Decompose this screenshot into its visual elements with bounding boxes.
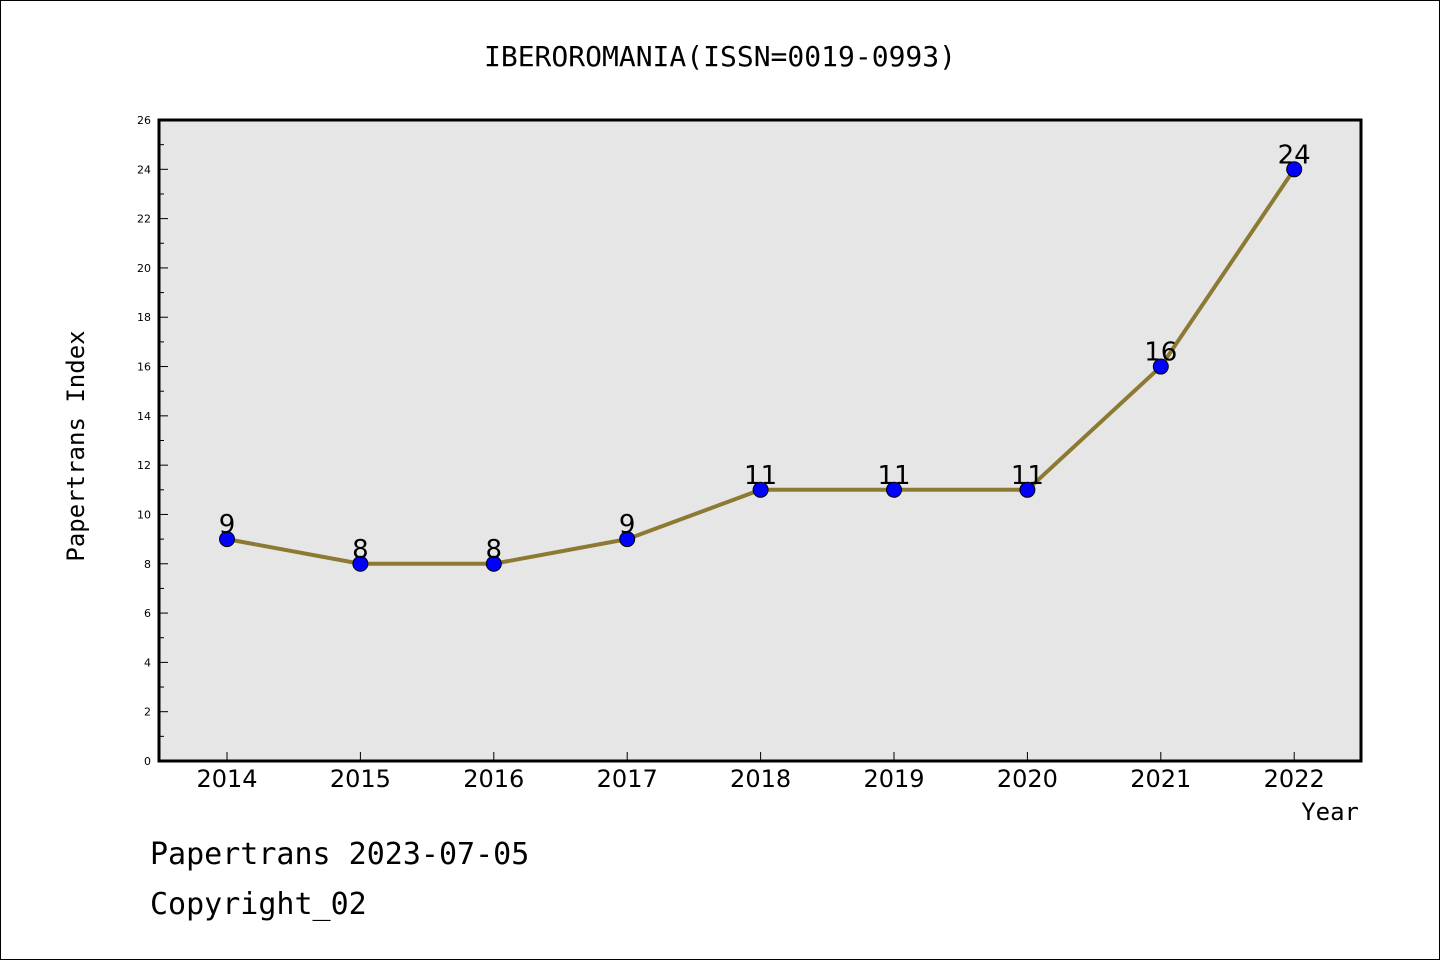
y-tick-label: 16 xyxy=(137,361,151,374)
data-label: 9 xyxy=(619,510,636,540)
data-label: 24 xyxy=(1278,140,1311,170)
x-tick-label: 2020 xyxy=(997,765,1058,793)
data-label: 9 xyxy=(219,510,236,540)
x-tick-label: 2018 xyxy=(730,765,791,793)
chart-title: IBEROROMANIA(ISSN=0019-0993) xyxy=(484,40,956,73)
y-tick-label: 24 xyxy=(137,163,151,176)
data-label: 11 xyxy=(1011,461,1044,491)
x-axis: 2014 2015 2016 2017 2018 2019 2020 2021 2022 xyxy=(196,752,1325,793)
plot-area xyxy=(157,118,1363,763)
y-tick-label: 4 xyxy=(144,656,151,669)
x-tick-label: 2019 xyxy=(863,765,924,793)
x-tick-label: 2014 xyxy=(196,765,257,793)
x-tick-label: 2022 xyxy=(1264,765,1325,793)
data-point xyxy=(1152,358,1169,375)
x-tick-label: 2017 xyxy=(597,765,658,793)
y-tick-label: 12 xyxy=(137,459,151,472)
x-tick-label: 2016 xyxy=(463,765,524,793)
y-tick-label: 8 xyxy=(144,558,151,571)
y-tick-label: 0 xyxy=(144,755,151,768)
data-point xyxy=(886,481,902,498)
y-axis-label: Papertrans Index xyxy=(62,330,90,561)
footer-copyright: Copyright_02 xyxy=(150,887,367,922)
y-tick-label: 22 xyxy=(137,213,151,226)
data-point xyxy=(619,531,636,548)
data-point xyxy=(485,555,502,572)
x-tick-label: 2015 xyxy=(330,765,391,793)
data-point xyxy=(219,531,235,548)
x-tick-label: 2021 xyxy=(1130,765,1191,793)
data-point xyxy=(752,481,769,498)
y-tick-label: 18 xyxy=(137,311,151,324)
y-tick-label: 10 xyxy=(137,508,151,521)
data-point xyxy=(1019,481,1036,498)
data-label: 11 xyxy=(744,461,777,491)
y-tick-label: 6 xyxy=(144,607,151,620)
data-point xyxy=(352,555,369,572)
y-tick-label: 14 xyxy=(137,410,151,423)
data-label: 11 xyxy=(877,461,910,491)
y-tick-label: 2 xyxy=(144,706,151,719)
data-label: 8 xyxy=(352,535,369,565)
data-label: 16 xyxy=(1144,338,1177,368)
data-point xyxy=(1286,161,1303,178)
footer-date: Papertrans 2023-07-05 xyxy=(150,837,529,872)
series-layer: 9 8 8 9 11 11 11 16 24 xyxy=(219,140,1311,572)
y-tick-label: 20 xyxy=(137,262,151,275)
x-axis-label: Year xyxy=(1301,798,1359,826)
y-tick-label: 26 xyxy=(137,114,151,127)
data-label: 8 xyxy=(486,535,503,565)
